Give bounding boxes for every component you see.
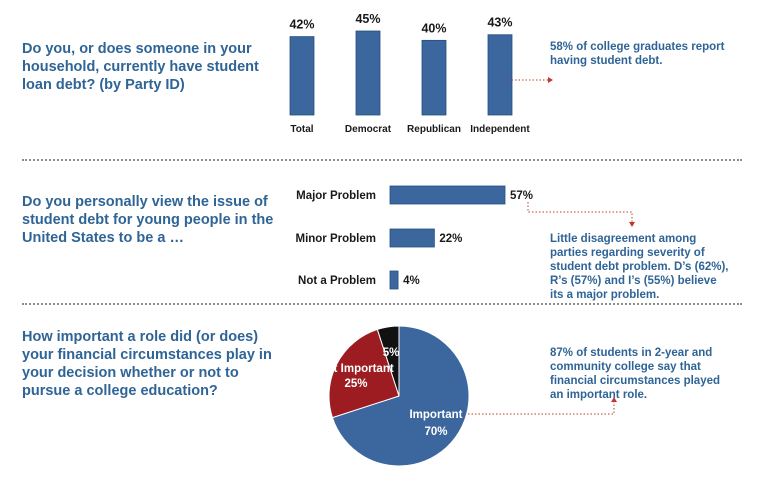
connector-3 [468, 402, 615, 415]
bar-major-problem [389, 185, 506, 205]
divider-1 [22, 159, 742, 161]
bar-independent [487, 34, 513, 116]
bar-value-label: 42% [289, 18, 314, 32]
note-connectors [468, 77, 635, 415]
category-label: Not a Problem [298, 275, 376, 287]
bar-value-label: 45% [355, 12, 380, 26]
slice-important [331, 325, 470, 467]
slice-value-not-important: 25% [344, 378, 367, 390]
note-2: Little disagreement among parties regard… [550, 233, 729, 301]
bar-value-label: 40% [421, 21, 446, 35]
question-1: Do you, or does someone in your househol… [22, 41, 259, 93]
connector-3-arrow [611, 397, 617, 402]
bar-not-a-problem [389, 270, 399, 290]
bar-value-label: 43% [487, 16, 512, 30]
bar-republican [421, 39, 447, 116]
slice-label-not-important: Not Important [318, 363, 394, 375]
category-label: Republican [407, 124, 461, 135]
connector-2 [527, 202, 633, 222]
financial-role-pie-chart: Important 70% Not Important 25% 5% [318, 325, 470, 467]
divider-2 [22, 303, 742, 305]
bar-value-label: 57% [510, 190, 533, 202]
note-1: 58% of college graduates report having s… [550, 41, 725, 67]
bar-value-label: 22% [439, 233, 462, 245]
note-3: 87% of students in 2-year and community … [550, 347, 721, 401]
category-label: Major Problem [296, 190, 376, 202]
category-label: Democrat [345, 124, 392, 135]
connector-1-arrow [548, 77, 553, 83]
bar-democrat [355, 30, 381, 116]
bar-total [289, 36, 315, 116]
slice-value-important: 70% [424, 426, 447, 438]
category-label: Total [290, 124, 313, 135]
bar-value-label: 4% [403, 275, 420, 287]
slice-other [376, 325, 400, 397]
slice-not-important [328, 328, 400, 419]
question-2: Do you personally view the issue of stud… [22, 194, 274, 246]
problem-severity-bar-chart: Major Problem 57% Minor Problem 22% Not a Pr… [295, 185, 533, 290]
slice-value-other: 5% [383, 347, 400, 359]
question-3: How important a role did (or does) your … [22, 329, 272, 399]
bar-minor-problem [389, 228, 435, 248]
slice-label-important: Important [409, 409, 462, 421]
party-debt-bar-chart: 42% Total 45% Democrat 40% Republican 43% Indep… [289, 12, 530, 135]
category-label: Independent [470, 124, 530, 135]
category-label: Minor Problem [295, 233, 376, 245]
connector-2-arrow [629, 222, 635, 227]
